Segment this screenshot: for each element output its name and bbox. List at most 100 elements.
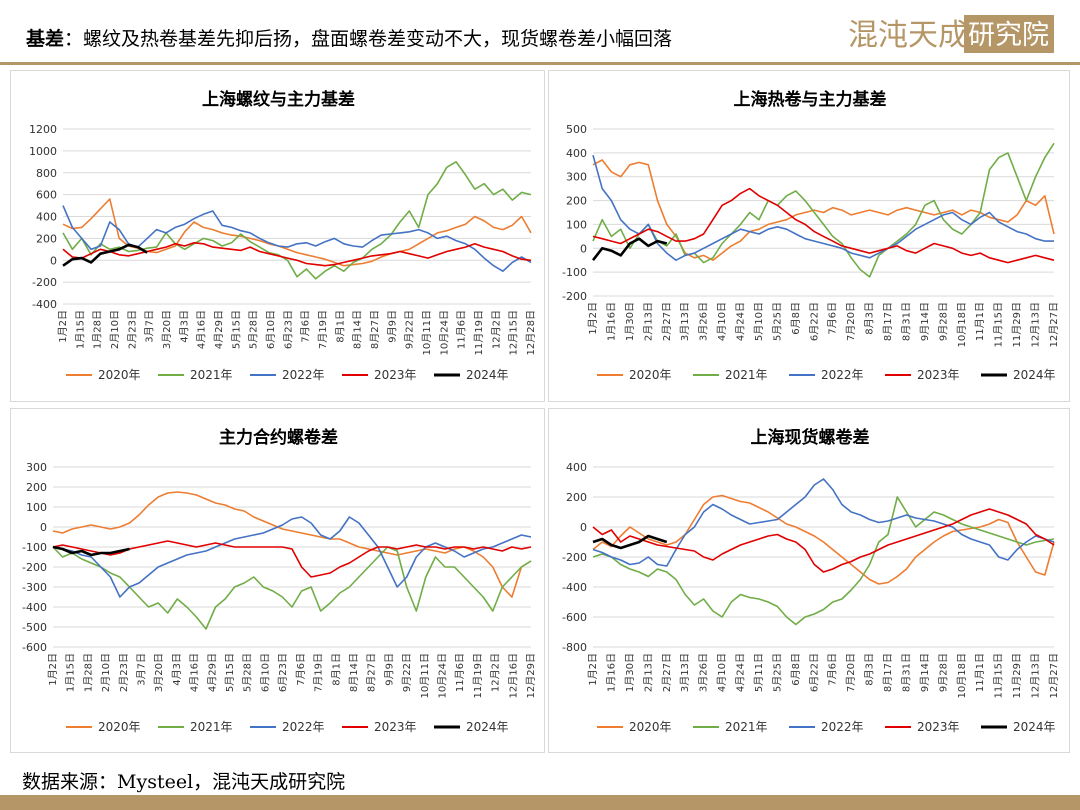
legend-label: 2021年 bbox=[725, 368, 768, 382]
y-tick-label: 200 bbox=[566, 195, 587, 208]
x-tick-label: 11月6日 bbox=[454, 653, 466, 692]
legend-label: 2020年 bbox=[98, 368, 141, 382]
y-tick-label: -600 bbox=[562, 611, 587, 624]
x-tick-label: 9月14日 bbox=[919, 302, 931, 341]
x-tick-label: 11月19日 bbox=[473, 310, 485, 355]
y-tick-label: -200 bbox=[32, 276, 57, 289]
chart-panel-1: 上海螺纹与主力基差 -400 -200 0 200 400 600 800 1000 1200 1月… bbox=[10, 70, 545, 402]
x-tick-label: 1月30日 bbox=[624, 302, 636, 341]
x-tick-label: 8月1日 bbox=[330, 653, 342, 686]
x-tick-label: 11月29日 bbox=[1011, 302, 1023, 347]
y-tick-label: 0 bbox=[580, 242, 587, 255]
x-tick-label: 9月28日 bbox=[937, 302, 949, 341]
x-tick-label: 3月26日 bbox=[698, 302, 710, 341]
x-tick-label: 2月23日 bbox=[126, 310, 138, 349]
footer-source: 数据来源：Mysteel，混沌天成研究院 bbox=[22, 771, 346, 793]
logo-text-right: 研究院 bbox=[968, 20, 1049, 51]
x-tick-label: 6月22日 bbox=[808, 653, 820, 692]
x-tick-label: 10月18日 bbox=[956, 653, 968, 698]
x-tick-label: 5月25日 bbox=[771, 653, 783, 692]
x-tick-label: 2月27日 bbox=[661, 653, 673, 692]
chart-title: 主力合约螺卷差 bbox=[219, 427, 338, 448]
x-tick-label: 1月2日 bbox=[587, 653, 599, 686]
x-tick-label: 7月6日 bbox=[827, 653, 839, 686]
x-tick-label: 4月29日 bbox=[206, 653, 218, 692]
x-tick-label: 10月24日 bbox=[438, 310, 450, 355]
x-tick-label: 3月7日 bbox=[136, 653, 148, 686]
x-tick-label: 12月16日 bbox=[507, 653, 519, 698]
x-tick-label: 12月2日 bbox=[490, 310, 502, 349]
x-tick-label: 2月13日 bbox=[642, 653, 654, 692]
series-line-2020年 bbox=[592, 494, 1055, 585]
x-tick-label: 10月11日 bbox=[419, 653, 431, 698]
y-tick-label: -200 bbox=[562, 551, 587, 564]
y-tick-label: 600 bbox=[36, 189, 57, 202]
x-tick-label: 5月15日 bbox=[224, 653, 236, 692]
x-tick-label: 7月19日 bbox=[317, 310, 329, 349]
x-tick-label: 5月15日 bbox=[230, 310, 242, 349]
x-tick-label: 3月20日 bbox=[161, 310, 173, 349]
x-tick-label: 3月20日 bbox=[153, 653, 165, 692]
y-tick-label: -800 bbox=[562, 641, 587, 654]
x-tick-label: 11月19日 bbox=[472, 653, 484, 698]
series-line-2021年 bbox=[592, 142, 1055, 278]
x-tick-label: 12月29日 bbox=[525, 653, 537, 698]
x-tick-label: 2月13日 bbox=[642, 302, 654, 341]
x-tick-label: 4月10日 bbox=[716, 653, 728, 692]
x-tick-label: 8月14日 bbox=[352, 310, 364, 349]
legend-label: 2021年 bbox=[190, 368, 233, 382]
x-tick-label: 11月1日 bbox=[974, 653, 986, 692]
legend-label: 2020年 bbox=[98, 720, 141, 734]
x-tick-label: 8月14日 bbox=[348, 653, 360, 692]
x-tick-label: 1月2日 bbox=[47, 653, 59, 686]
x-tick-label: 1月15日 bbox=[65, 653, 77, 692]
chart-rebar-basis: 上海螺纹与主力基差 -400 -200 0 200 400 600 800 1000 1200 1月… bbox=[29, 89, 537, 382]
y-tick-label: 0 bbox=[580, 521, 587, 534]
x-tick-label: 5月10日 bbox=[753, 302, 765, 341]
x-tick-label: 6月23日 bbox=[282, 310, 294, 349]
x-tick-label: 12月27日 bbox=[1048, 653, 1060, 698]
legend-label: 2023年 bbox=[374, 720, 417, 734]
x-tick-label: 6月22日 bbox=[808, 302, 820, 341]
x-tick-label: 1月28日 bbox=[92, 310, 104, 349]
y-tick-label: 300 bbox=[566, 171, 587, 184]
legend-label: 2021年 bbox=[725, 720, 768, 734]
y-tick-label: -300 bbox=[22, 581, 47, 594]
y-tick-label: 300 bbox=[26, 461, 47, 474]
legend-label: 2023年 bbox=[374, 368, 417, 382]
y-tick-label: 200 bbox=[566, 491, 587, 504]
x-tick-label: 7月20日 bbox=[845, 302, 857, 341]
y-tick-label: 200 bbox=[36, 232, 57, 245]
series-line-2021年 bbox=[52, 546, 532, 630]
x-tick-label: 1月30日 bbox=[624, 653, 636, 692]
logo-text-left: 混沌天成 bbox=[848, 18, 968, 53]
x-tick-label: 5月11日 bbox=[753, 653, 765, 692]
x-tick-label: 8月31日 bbox=[900, 302, 912, 341]
x-tick-label: 1月2日 bbox=[587, 302, 599, 335]
y-tick-label: -100 bbox=[562, 266, 587, 279]
x-tick-label: 8月17日 bbox=[882, 302, 894, 341]
x-tick-label: 2月23日 bbox=[118, 653, 130, 692]
series-line-2024年 bbox=[52, 545, 130, 557]
x-tick-label: 8月27日 bbox=[369, 310, 381, 349]
y-tick-label: 400 bbox=[566, 147, 587, 160]
x-tick-label: 7月6日 bbox=[827, 302, 839, 335]
series-line-2023年 bbox=[592, 187, 1055, 264]
y-tick-label: 800 bbox=[36, 167, 57, 180]
legend-label: 2024年 bbox=[1013, 368, 1056, 382]
chart-panel-4: 上海现货螺卷差 -800 -600 -400 -200 0 200 400 1月2日 1月16日 1… bbox=[548, 408, 1070, 753]
page-title-topic: 基差 bbox=[26, 28, 65, 50]
y-tick-label: 100 bbox=[566, 218, 587, 231]
legend-label: 2021年 bbox=[190, 720, 233, 734]
x-tick-label: 11月29日 bbox=[1011, 653, 1023, 698]
legend-label: 2023年 bbox=[917, 720, 960, 734]
x-tick-label: 4月16日 bbox=[189, 653, 201, 692]
x-tick-label: 1月2日 bbox=[57, 310, 69, 343]
y-tick-label: -400 bbox=[32, 298, 57, 311]
y-tick-label: -500 bbox=[22, 621, 47, 634]
x-tick-label: 8月27日 bbox=[366, 653, 378, 692]
x-tick-label: 7月20日 bbox=[845, 653, 857, 692]
series-line-2024年 bbox=[62, 243, 148, 267]
y-tick-label: -200 bbox=[22, 561, 47, 574]
legend-label: 2023年 bbox=[917, 368, 960, 382]
